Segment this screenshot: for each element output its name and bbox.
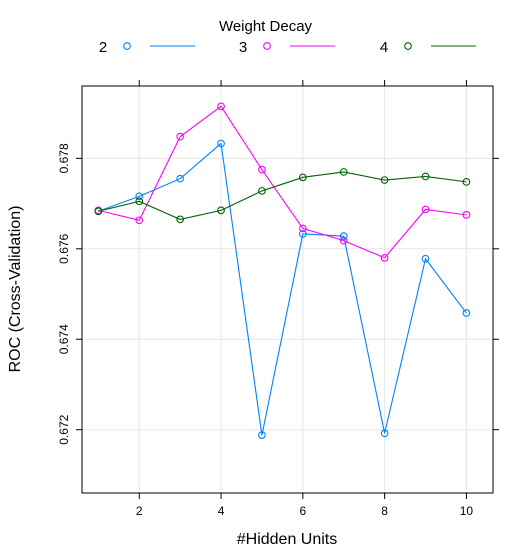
legend-label-3: 3: [239, 39, 247, 56]
grid-lines: [82, 86, 493, 493]
plot-frame: [81, 85, 494, 494]
point-4-4: [217, 206, 225, 215]
point-4-1: [94, 207, 103, 216]
legend-marker-3: [263, 42, 271, 50]
series-4: [94, 168, 471, 224]
x-tick-label-0: 2: [136, 504, 143, 518]
x-tick-label-3: 8: [381, 504, 388, 518]
x-tick-label-4: 10: [460, 504, 474, 518]
legend-title: Weight Decay: [218, 18, 313, 35]
point-2-10: [462, 309, 471, 317]
legend-marker-4: [404, 42, 412, 50]
point-2-6: [298, 230, 307, 238]
legend-marker-2: [123, 42, 131, 50]
y-tick-label-0: 0.672: [57, 414, 71, 444]
point-3-5: [258, 165, 266, 174]
point-4-3: [176, 215, 184, 224]
point-3-7: [339, 236, 348, 245]
legend-label-4: 4: [380, 39, 388, 56]
axes: 2 4 6 8 10 0.672 0.674 0.676 0.678: [57, 80, 499, 518]
legend: 2 3 4: [99, 39, 476, 56]
point-3-10: [462, 211, 471, 219]
point-4-9: [421, 172, 430, 181]
x-axis-label: #Hidden Units: [237, 531, 338, 548]
y-tick-label-2: 0.676: [57, 233, 71, 263]
x-tick-label-1: 4: [218, 504, 225, 518]
point-2-5: [258, 431, 266, 439]
series-line-4: [98, 171, 467, 220]
point-4-6: [298, 173, 307, 182]
series-2: [94, 139, 471, 439]
legend-label-2: 2: [99, 39, 107, 56]
series-layer: [94, 102, 471, 439]
point-3-9: [421, 205, 430, 214]
point-2-2: [135, 192, 144, 201]
legend-item-2: 2: [99, 39, 195, 56]
point-4-10: [462, 178, 471, 186]
point-4-2: [135, 197, 144, 206]
legend-item-4: 4: [380, 39, 476, 56]
series-3: [94, 102, 471, 262]
point-4-5: [258, 187, 266, 195]
point-3-6: [298, 224, 307, 233]
point-2-7: [339, 232, 348, 240]
y-tick-label-3: 0.678: [57, 143, 71, 173]
point-2-9: [421, 254, 430, 263]
point-4-8: [380, 176, 389, 184]
point-2-4: [217, 139, 225, 148]
x-tick-label-2: 6: [299, 504, 306, 518]
point-3-8: [380, 253, 389, 262]
point-3-4: [217, 102, 225, 111]
plot-border: [81, 85, 494, 494]
y-tick-label-1: 0.674: [57, 324, 71, 354]
series-line-2: [98, 142, 467, 436]
point-3-2: [135, 216, 144, 225]
point-3-3: [176, 132, 184, 141]
y-axis-label: ROC (Cross-Validation): [7, 206, 24, 373]
series-line-3: [98, 105, 467, 259]
legend-item-3: 3: [239, 39, 335, 56]
point-4-7: [339, 168, 348, 176]
point-2-3: [176, 174, 184, 183]
point-2-8: [380, 429, 389, 438]
